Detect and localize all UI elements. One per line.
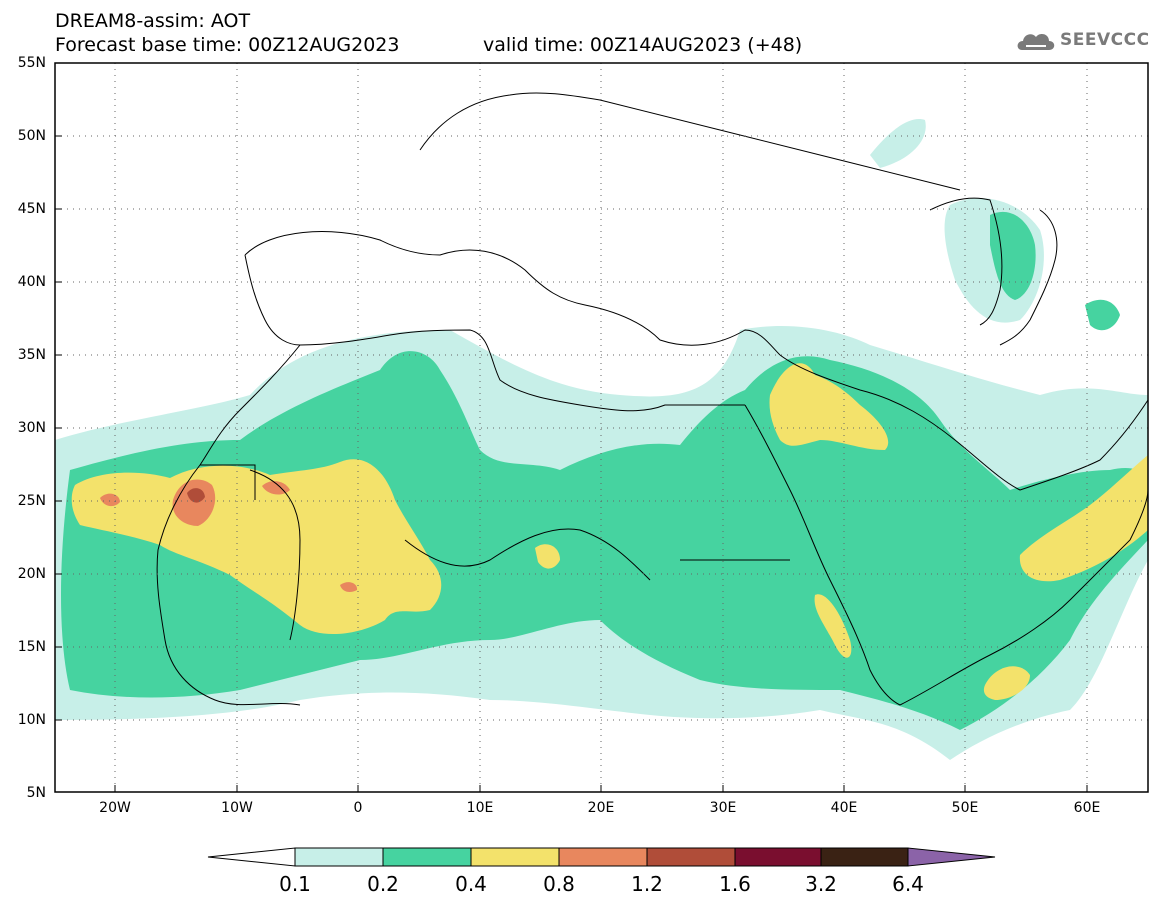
colorbar-bin-0.4 (470, 847, 560, 867)
logo-text: SEEVCCC (1060, 30, 1150, 50)
lat-label-15n: 15N (17, 639, 46, 655)
aot-level-0.4-chad (535, 544, 560, 569)
colorbar (207, 847, 996, 867)
aot-level-0.8-a (172, 479, 216, 526)
aot-level-1.2 (187, 488, 205, 503)
colorbar-label: 6.4 (892, 872, 924, 896)
aot-level-0.4-red-sea (814, 594, 852, 658)
colorbar-bin-3.2 (820, 847, 909, 867)
aot-level-0.8-d (340, 582, 358, 593)
lon-label-60e: 60E (1073, 800, 1101, 816)
lon-label-20w: 20W (99, 800, 131, 816)
lon-label-10e: 10E (466, 800, 494, 816)
cloud-icon (1017, 33, 1055, 50)
colorbar-label: 0.8 (543, 872, 575, 896)
lat-label-35n: 35N (17, 347, 46, 363)
lon-label-30e: 30E (709, 800, 737, 816)
colorbar-bin-0.1 (294, 847, 384, 867)
graticule (55, 63, 1148, 792)
colorbar-bin-0.2 (382, 847, 472, 867)
colorbar-label: 3.2 (805, 872, 837, 896)
lon-label-50e: 50E (951, 800, 979, 816)
colorbar-label: 1.6 (719, 872, 751, 896)
colorbar-bin-1.6 (734, 847, 822, 867)
lon-label-10w: 10W (221, 800, 253, 816)
colorbar-label: 0.1 (279, 872, 311, 896)
lat-label-50n: 50N (17, 128, 46, 144)
colorbar-over-arrow (907, 847, 996, 867)
aot-level-0.4-sea (983, 666, 1030, 700)
aot-level-0.8-b (100, 493, 120, 507)
valid-time: valid time: 00Z14AUG2023 (+48) (483, 34, 803, 56)
colorbar-bin-1.2 (646, 847, 736, 867)
lat-label-10n: 10N (17, 712, 46, 728)
colorbar-bin-0.8 (558, 847, 648, 867)
lon-label-0: 0 (353, 800, 363, 816)
coastlines (156, 92, 1148, 706)
axis-ticks (55, 62, 1088, 792)
lat-label-20n: 20N (17, 566, 46, 582)
colorbar-label: 1.2 (631, 872, 663, 896)
colorbar-under-arrow (207, 847, 296, 867)
lat-label-5n: 5N (26, 785, 46, 801)
lat-label-30n: 30N (17, 420, 46, 436)
lat-label-25n: 25N (17, 493, 46, 509)
lon-label-40e: 40E (830, 800, 858, 816)
aot-level-0.2-north (1085, 299, 1120, 331)
forecast-base-time: Forecast base time: 00Z12AUG2023 (55, 34, 400, 56)
lat-label-45n: 45N (17, 201, 46, 217)
aot-level-0.8-c (262, 481, 290, 495)
lon-label-20e: 20E (587, 800, 615, 816)
lat-label-55n: 55N (17, 55, 46, 71)
aot-field (55, 63, 1148, 792)
colorbar-label: 0.4 (455, 872, 487, 896)
aot-level-0.4-arabia (1019, 455, 1148, 582)
colorbar-label: 0.2 (367, 872, 399, 896)
map-title: DREAM8-assim: AOT (55, 10, 251, 32)
lat-label-40n: 40N (17, 274, 46, 290)
aot-level-0.1-east (870, 119, 926, 168)
